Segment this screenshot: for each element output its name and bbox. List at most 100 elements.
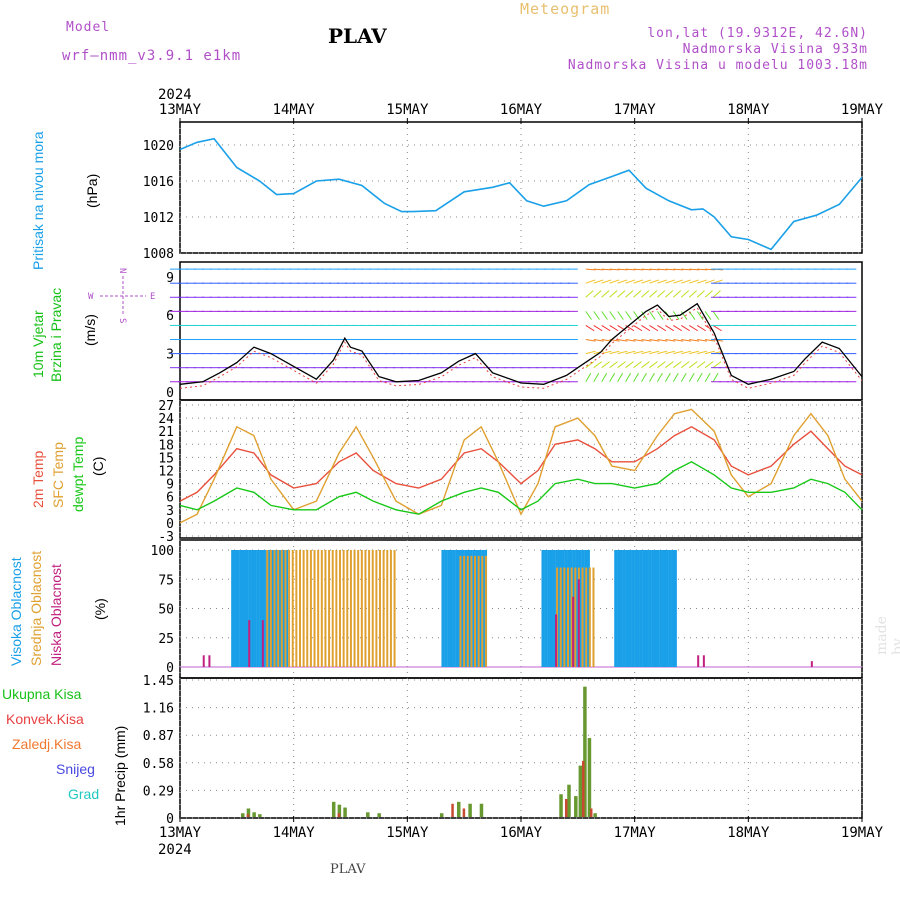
mid-cloud-bar: [346, 550, 349, 667]
y-tick-label: 100: [151, 544, 174, 559]
high-cloud-bar: [270, 550, 274, 667]
wind-barb: [601, 361, 610, 369]
wind-barb: [680, 372, 687, 383]
precip-total-bar: [468, 803, 472, 817]
wind-barb: [601, 311, 608, 320]
precip-total-bar: [578, 765, 583, 817]
sfc-temp-label: SFC Temp: [50, 442, 66, 508]
wind-barb: [585, 311, 592, 320]
mid-cloud-bar: [368, 550, 371, 667]
precip-total-bar: [567, 784, 571, 817]
high-cloud-bar: [245, 550, 249, 667]
wind-barb: [673, 361, 682, 369]
y-tick-label: 25: [158, 632, 174, 647]
mid-cloud-bar: [570, 567, 573, 667]
high-cloud-bar: [631, 550, 635, 667]
wind-barb: [633, 339, 644, 342]
high-cloud-bar: [549, 550, 553, 667]
model-name: wrf–nmm_v3.9.1 e1km: [62, 48, 242, 64]
wind-barb: [712, 279, 723, 284]
mid-cloud-bar: [353, 550, 356, 667]
high-cloud-label: Visoka Oblacnost: [8, 557, 24, 666]
x-tick-label-bottom: 15MAY: [386, 825, 429, 841]
mid-cloud-bar: [563, 567, 566, 667]
mid-cloud-bar: [328, 550, 331, 667]
wind-barb: [712, 361, 722, 369]
wind-barb: [593, 361, 603, 369]
high-cloud-bar: [452, 550, 456, 667]
low-cloud-bar: [208, 655, 211, 667]
mid-cloud-bar: [463, 555, 466, 667]
mid-cloud-bar: [574, 567, 577, 667]
precip-convective-bar: [451, 803, 454, 817]
high-cloud-bar: [464, 550, 468, 667]
precip-total-bar: [252, 812, 256, 817]
mid-cloud-bar: [335, 550, 338, 667]
x-tick-label-bottom: 17MAY: [614, 825, 657, 841]
wind-barb: [585, 325, 595, 332]
wind-barb: [688, 290, 697, 298]
precip-total-bar: [439, 813, 444, 817]
wind-barb: [665, 290, 674, 298]
compass-east: E: [150, 292, 155, 302]
precip-total-bar: [587, 738, 592, 817]
wind-barb: [672, 290, 682, 298]
wind-barb: [649, 279, 660, 284]
high-cloud-bar: [256, 550, 260, 667]
wind-gust-line: [179, 306, 863, 389]
mid-cloud-bar: [306, 550, 309, 667]
x-tick-label-bottom: 16MAY: [500, 825, 543, 841]
high-cloud-bar: [541, 550, 545, 667]
mid-cloud-bar: [360, 550, 363, 667]
wind-barb: [649, 361, 658, 369]
y-tick-label: 27: [158, 399, 174, 414]
wind-barb: [673, 268, 684, 271]
wind-barb: [696, 361, 706, 369]
panel-frame-2: [179, 399, 863, 539]
mid-cloud-bar: [295, 550, 298, 667]
panel-frame-4: [179, 677, 863, 819]
y-tick-label: 6: [166, 491, 174, 506]
wind-barb: [609, 279, 620, 284]
y-tick-label: 0.87: [143, 729, 174, 744]
wind-barb: [585, 350, 596, 355]
high-cloud-bar: [656, 550, 660, 667]
high-cloud-bar: [561, 550, 565, 667]
wind-barb: [601, 325, 611, 332]
x-tick-label-bottom: 13MAY: [159, 825, 202, 841]
wind-barb: [649, 325, 659, 332]
y-tick-label: 24: [158, 412, 174, 427]
high-cloud-bar: [285, 550, 289, 667]
mid-cloud-bar: [313, 550, 316, 667]
high-cloud-bar: [239, 550, 243, 667]
wind-barb: [617, 350, 628, 355]
compass-south: S: [117, 318, 127, 323]
wind-barb: [673, 350, 684, 355]
precip-freezing-label: Zaledj.Kisa: [12, 736, 82, 752]
high-cloud-bar: [564, 550, 568, 667]
wind-barb: [593, 325, 603, 332]
wind-panel-label-line2: Brzina i Pravac: [48, 287, 64, 382]
low-cloud-bar: [577, 579, 580, 667]
wind-barb: [585, 372, 592, 383]
high-cloud-bar: [233, 550, 237, 667]
wind-barb: [593, 279, 604, 284]
wind-barb: [649, 268, 660, 271]
mid-cloud-label: Srednja Oblacnost: [28, 550, 44, 666]
high-cloud-bar: [639, 550, 643, 667]
high-cloud-bar: [544, 550, 548, 667]
precip-total-bar: [559, 794, 563, 817]
wind-barb: [593, 290, 602, 298]
low-cloud-label: Niska Oblacnost: [48, 564, 64, 666]
precip-total-bar: [337, 804, 342, 817]
wind-barb: [688, 372, 695, 383]
wind-barb: [641, 325, 651, 332]
mid-cloud-bar: [277, 550, 280, 667]
mid-cloud-bar: [302, 550, 305, 667]
y-tick-label: 1.16: [143, 702, 174, 717]
x-tick-label-bottom: 19MAY: [841, 825, 884, 841]
wind-panel-label-line1: 10m Vjetar: [30, 310, 46, 378]
wind-barb: [657, 325, 667, 332]
high-cloud-bar: [673, 550, 677, 667]
high-cloud-bar: [628, 550, 632, 667]
